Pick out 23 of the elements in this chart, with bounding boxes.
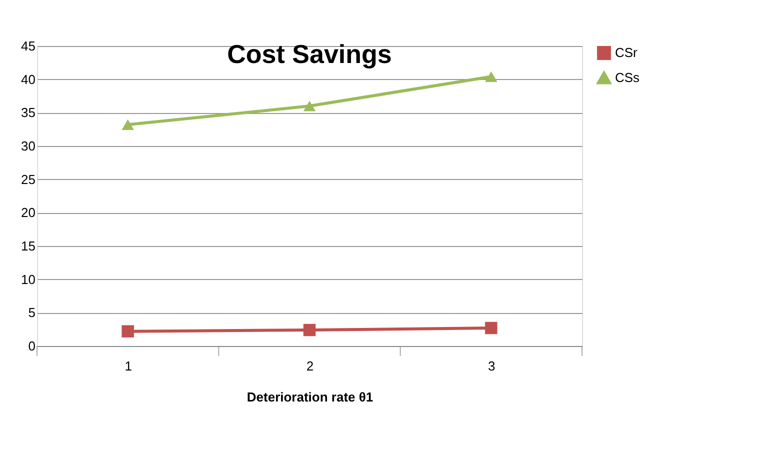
chart-title: Cost Savings — [227, 39, 392, 69]
y-tick-label: 40 — [21, 72, 36, 87]
legend-label: CSs — [615, 70, 640, 85]
x-tick-label: 3 — [488, 358, 496, 374]
y-tick-label: 0 — [28, 338, 36, 354]
x-tick-label: 1 — [124, 358, 132, 374]
y-tick-label: 30 — [21, 138, 36, 154]
point — [122, 325, 134, 338]
x-tick-label: 2 — [306, 358, 314, 374]
y-tick-label: 15 — [21, 238, 36, 254]
point — [485, 71, 498, 82]
y-tick-label: 35 — [21, 105, 36, 120]
y-tick-label: 10 — [21, 272, 36, 287]
point — [303, 324, 316, 336]
point — [303, 100, 316, 112]
x-axis-title: Deterioration rate θ1 — [246, 390, 374, 404]
y-tick-label: 45 — [21, 38, 36, 54]
legend-label: CSr — [615, 45, 638, 60]
point — [122, 119, 134, 130]
y-tick-label: 20 — [21, 205, 36, 220]
y-tick-label: 5 — [28, 305, 36, 320]
point — [485, 322, 498, 334]
y-tick-label: 25 — [21, 172, 36, 187]
